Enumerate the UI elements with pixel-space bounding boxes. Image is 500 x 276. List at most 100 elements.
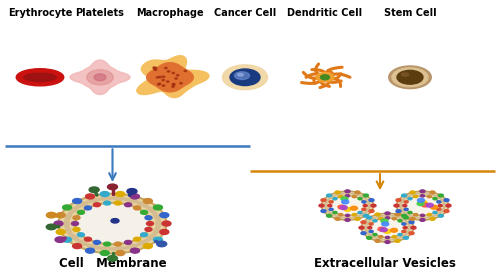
Ellipse shape bbox=[400, 208, 404, 212]
Circle shape bbox=[446, 204, 451, 207]
Circle shape bbox=[86, 248, 94, 253]
Ellipse shape bbox=[389, 66, 431, 89]
Circle shape bbox=[127, 189, 137, 194]
Ellipse shape bbox=[336, 216, 342, 218]
Ellipse shape bbox=[324, 204, 327, 208]
Circle shape bbox=[335, 191, 340, 194]
Circle shape bbox=[86, 194, 94, 199]
Ellipse shape bbox=[384, 215, 391, 216]
Circle shape bbox=[369, 223, 373, 225]
Ellipse shape bbox=[392, 68, 428, 87]
Ellipse shape bbox=[64, 219, 69, 228]
Ellipse shape bbox=[360, 195, 366, 199]
Circle shape bbox=[402, 223, 406, 225]
Ellipse shape bbox=[86, 244, 101, 249]
Circle shape bbox=[329, 208, 333, 211]
Ellipse shape bbox=[360, 213, 366, 216]
Ellipse shape bbox=[222, 65, 268, 90]
Circle shape bbox=[404, 216, 408, 219]
Text: Erythrocyte: Erythrocyte bbox=[8, 8, 72, 18]
Circle shape bbox=[145, 227, 152, 231]
Circle shape bbox=[94, 203, 100, 207]
Circle shape bbox=[386, 236, 390, 238]
Ellipse shape bbox=[70, 206, 78, 214]
Circle shape bbox=[116, 251, 124, 256]
Circle shape bbox=[56, 213, 65, 218]
Circle shape bbox=[370, 218, 405, 237]
Circle shape bbox=[364, 194, 368, 197]
Ellipse shape bbox=[316, 73, 334, 82]
Circle shape bbox=[158, 83, 161, 84]
Ellipse shape bbox=[440, 208, 444, 212]
Circle shape bbox=[55, 237, 65, 242]
Circle shape bbox=[144, 198, 152, 203]
Text: Stem Cell: Stem Cell bbox=[384, 8, 436, 18]
Circle shape bbox=[162, 85, 165, 86]
Ellipse shape bbox=[369, 217, 375, 221]
Circle shape bbox=[78, 210, 84, 214]
Circle shape bbox=[338, 195, 342, 198]
Ellipse shape bbox=[66, 227, 72, 235]
Ellipse shape bbox=[136, 240, 148, 246]
Ellipse shape bbox=[376, 238, 382, 240]
Circle shape bbox=[358, 198, 362, 200]
Ellipse shape bbox=[329, 213, 335, 216]
Ellipse shape bbox=[320, 75, 330, 80]
Ellipse shape bbox=[111, 197, 127, 200]
Ellipse shape bbox=[352, 216, 360, 218]
Circle shape bbox=[94, 240, 100, 244]
Circle shape bbox=[375, 213, 380, 216]
Ellipse shape bbox=[384, 239, 391, 241]
Circle shape bbox=[108, 256, 118, 261]
Circle shape bbox=[362, 201, 366, 203]
Circle shape bbox=[84, 206, 91, 210]
Circle shape bbox=[100, 251, 110, 256]
Circle shape bbox=[417, 202, 424, 206]
Circle shape bbox=[346, 214, 350, 216]
Circle shape bbox=[420, 201, 427, 205]
Text: Dendritic Cell: Dendritic Cell bbox=[288, 8, 362, 18]
Circle shape bbox=[75, 203, 150, 244]
Circle shape bbox=[418, 198, 424, 202]
Circle shape bbox=[398, 220, 402, 222]
Ellipse shape bbox=[366, 230, 370, 234]
Circle shape bbox=[335, 217, 340, 220]
Circle shape bbox=[352, 214, 356, 216]
Circle shape bbox=[385, 212, 390, 215]
Circle shape bbox=[172, 72, 174, 74]
Circle shape bbox=[366, 216, 372, 219]
Circle shape bbox=[100, 192, 110, 197]
Circle shape bbox=[146, 222, 154, 225]
Circle shape bbox=[363, 205, 367, 207]
Ellipse shape bbox=[234, 72, 250, 79]
Circle shape bbox=[344, 207, 351, 211]
Circle shape bbox=[158, 84, 160, 85]
Circle shape bbox=[326, 214, 332, 217]
Text: Platelets: Platelets bbox=[76, 8, 124, 18]
Circle shape bbox=[184, 70, 186, 71]
Circle shape bbox=[159, 76, 162, 78]
Ellipse shape bbox=[400, 217, 406, 221]
Circle shape bbox=[355, 217, 360, 220]
Ellipse shape bbox=[419, 193, 426, 194]
Circle shape bbox=[438, 205, 442, 207]
Circle shape bbox=[396, 210, 401, 213]
Circle shape bbox=[46, 212, 56, 218]
Circle shape bbox=[346, 195, 350, 197]
Circle shape bbox=[338, 205, 345, 209]
Circle shape bbox=[437, 201, 441, 203]
Circle shape bbox=[395, 240, 400, 242]
Circle shape bbox=[333, 198, 337, 200]
Circle shape bbox=[333, 211, 337, 214]
Circle shape bbox=[164, 67, 167, 69]
Circle shape bbox=[404, 201, 408, 203]
Circle shape bbox=[89, 187, 99, 192]
Circle shape bbox=[409, 221, 414, 224]
Ellipse shape bbox=[153, 227, 160, 235]
Circle shape bbox=[321, 199, 326, 201]
Ellipse shape bbox=[146, 233, 156, 241]
Ellipse shape bbox=[238, 73, 244, 76]
Ellipse shape bbox=[124, 198, 138, 203]
Circle shape bbox=[326, 194, 332, 197]
Circle shape bbox=[403, 227, 407, 229]
